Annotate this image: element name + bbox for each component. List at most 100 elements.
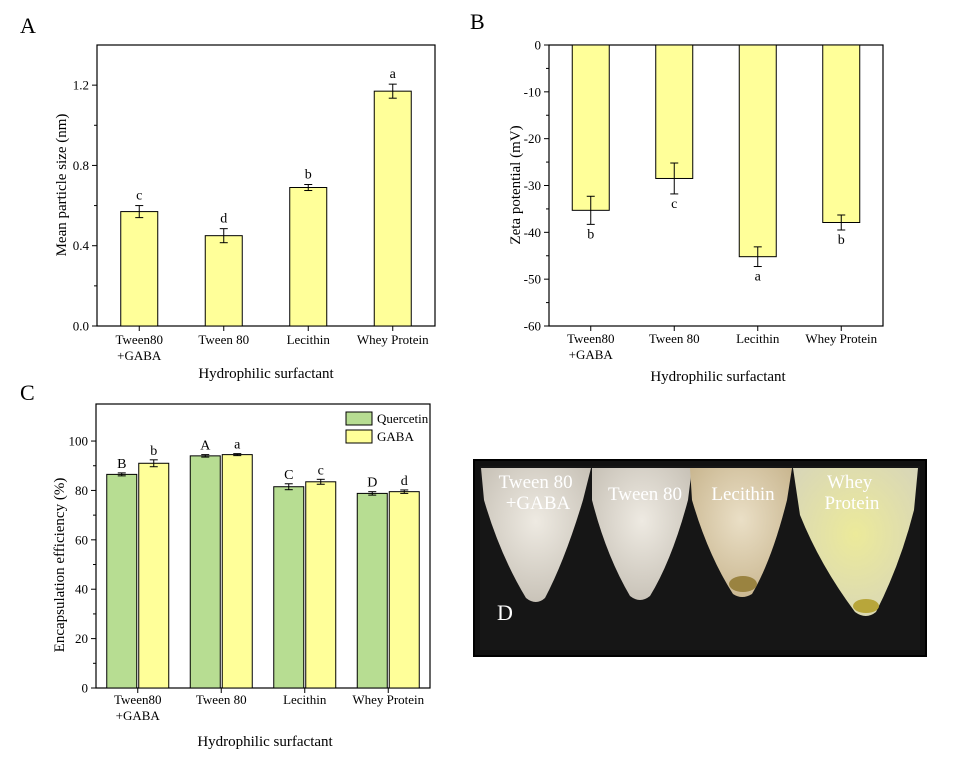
panel-c-plot-frame (95, 403, 431, 689)
panel-a-x-tick-label: Tween 80 (198, 332, 249, 347)
panel-c-significance-letter: c (318, 463, 324, 478)
panel-b-x-tick-label: +GABA (569, 347, 614, 362)
panel-c-y-tick-label: 0 (82, 681, 89, 696)
panel-a-y-tick-label: 0.0 (73, 319, 89, 334)
panel-a-y-tick-label: 0.8 (73, 158, 89, 173)
panel-c-bar-quercetin (106, 473, 138, 689)
panel-c-y-tick-label: 20 (75, 631, 88, 646)
panel-c-bar-gaba (305, 481, 337, 689)
panel-d-photo: Tween 80 +GABA Tween 80 Lecithin Whey Pr… (473, 459, 927, 657)
panel-c-significance-letter: D (367, 476, 377, 491)
panel-a-significance-letter: b (305, 167, 312, 182)
panel-c-significance-letter: a (234, 438, 241, 453)
panel-letter-a: A (20, 13, 36, 38)
tube-lecithin (690, 468, 792, 597)
panel-c-significance-letter: b (150, 444, 157, 459)
panel-c-bar-quercetin (273, 486, 305, 689)
panel-b-significance-letter: b (587, 227, 594, 242)
panel-c-x-tick-label: Tween 80 (196, 692, 247, 707)
panel-a-y-tick-label: 1.2 (73, 78, 89, 93)
legend-label-quercetin: Quercetin (377, 411, 429, 426)
panel-c-bar-gaba (388, 491, 420, 689)
panel-letter-b: B (470, 9, 485, 34)
tube-whey-protein (793, 468, 918, 616)
panel-c-bar-quercetin (189, 455, 221, 689)
panel-c-chart: Encapsulation efficiency (%) Hydrophilic… (52, 403, 431, 750)
panel-a-x-tick-label: Tween80 (116, 332, 163, 347)
panel-c-bar-gaba (138, 462, 170, 689)
lecithin-sediment-icon (729, 576, 757, 592)
panel-b-significance-letter: b (838, 233, 845, 248)
tube-tween80 (592, 468, 692, 600)
panel-a-bar (289, 187, 328, 327)
panel-b-bar (571, 44, 610, 211)
panel-letter-d: D (497, 600, 513, 625)
panel-b-x-tick-label: Whey Protein (805, 331, 877, 346)
panel-c-y-tick-label: 60 (75, 532, 88, 547)
panel-a-significance-letter: c (136, 189, 142, 204)
panel-a-plot-frame (96, 44, 436, 327)
panel-a-x-tick-label: +GABA (117, 348, 162, 363)
panel-c-significance-letter: C (284, 468, 293, 483)
panel-c-y-tick-label: 80 (75, 483, 88, 498)
panel-b-chart: Zeta potential (mV) Hydrophilic surfacta… (508, 38, 884, 385)
panel-b-y-tick-label: -20 (524, 131, 541, 146)
panel-c-x-tick-label: Tween80 (114, 692, 161, 707)
panel-a-x-axis-title: Hydrophilic surfactant (198, 366, 334, 382)
panel-c-bar-gaba (221, 454, 253, 689)
panel-b-bar (655, 44, 694, 179)
panel-c-x-tick-label: Whey Protein (352, 692, 424, 707)
panel-a-y-tick-label: 0.4 (73, 238, 90, 253)
panel-letter-c: C (20, 380, 35, 405)
panel-b-y-tick-label: -30 (524, 178, 541, 193)
panel-b-significance-letter: c (671, 197, 677, 212)
panel-a-bar (204, 235, 243, 327)
panel-b-x-tick-label: Lecithin (736, 331, 780, 346)
panel-b-y-tick-label: -40 (524, 225, 541, 240)
tube-label-tween80-gaba-line2: +GABA (506, 493, 571, 514)
panel-a-y-axis-title: Mean particle size (nm) (54, 114, 70, 257)
panel-b-bar (822, 44, 861, 223)
panel-b-bar (738, 44, 777, 258)
legend-label-gaba: GABA (377, 429, 414, 444)
panel-c-bar-quercetin (356, 492, 388, 689)
tube-label-whey-line1: Whey (827, 472, 873, 493)
legend-swatch-gaba (345, 429, 373, 444)
tube-label-tween80-gaba: Tween 80 +GABA (499, 472, 578, 514)
panel-a-bar (120, 211, 159, 327)
panel-a-significance-letter: d (220, 212, 227, 227)
panel-b-x-tick-label: Tween80 (567, 331, 614, 346)
tube-tween80-gaba (481, 468, 591, 602)
panel-a-significance-letter: a (390, 67, 397, 82)
panel-c-x-axis-title: Hydrophilic surfactant (197, 734, 333, 750)
panel-b-significance-letter: a (755, 270, 762, 285)
panel-a-x-tick-label: Whey Protein (357, 332, 429, 347)
panel-c-y-tick-label: 100 (69, 434, 89, 449)
whey-sediment-icon (853, 599, 879, 613)
panel-c-y-axis-title: Encapsulation efficiency (%) (52, 478, 68, 653)
panel-c-x-tick-label: +GABA (116, 708, 161, 723)
panel-b-x-axis-title: Hydrophilic surfactant (650, 369, 786, 385)
tube-label-lecithin: Lecithin (711, 484, 775, 505)
tube-label-whey-line2: Protein (825, 493, 880, 514)
panel-c-legend: Quercetin GABA (345, 411, 429, 444)
panel-c-significance-letter: B (117, 457, 126, 472)
tube-label-whey-protein: Whey Protein (825, 472, 880, 514)
panel-a-x-tick-label: Lecithin (287, 332, 331, 347)
panel-b-y-tick-label: 0 (535, 38, 542, 53)
legend-swatch-quercetin (345, 411, 373, 426)
panel-a-bar (373, 90, 412, 327)
tube-label-tween80: Tween 80 (608, 484, 682, 505)
tube-label-tween80-gaba-line1: Tween 80 (499, 472, 573, 493)
panel-c-significance-letter: d (401, 474, 408, 489)
panel-b-x-tick-label: Tween 80 (649, 331, 700, 346)
panel-b-y-tick-label: -50 (524, 272, 541, 287)
panel-b-y-tick-label: -10 (524, 84, 541, 99)
panel-b-y-tick-label: -60 (524, 319, 541, 334)
panel-c-x-tick-label: Lecithin (283, 692, 327, 707)
panel-b-y-axis-title: Zeta potential (mV) (508, 125, 524, 244)
panel-c-y-tick-label: 40 (75, 582, 88, 597)
panel-c-significance-letter: A (200, 439, 211, 454)
panel-a-chart: Mean particle size (nm) Hydrophilic surf… (54, 44, 436, 382)
